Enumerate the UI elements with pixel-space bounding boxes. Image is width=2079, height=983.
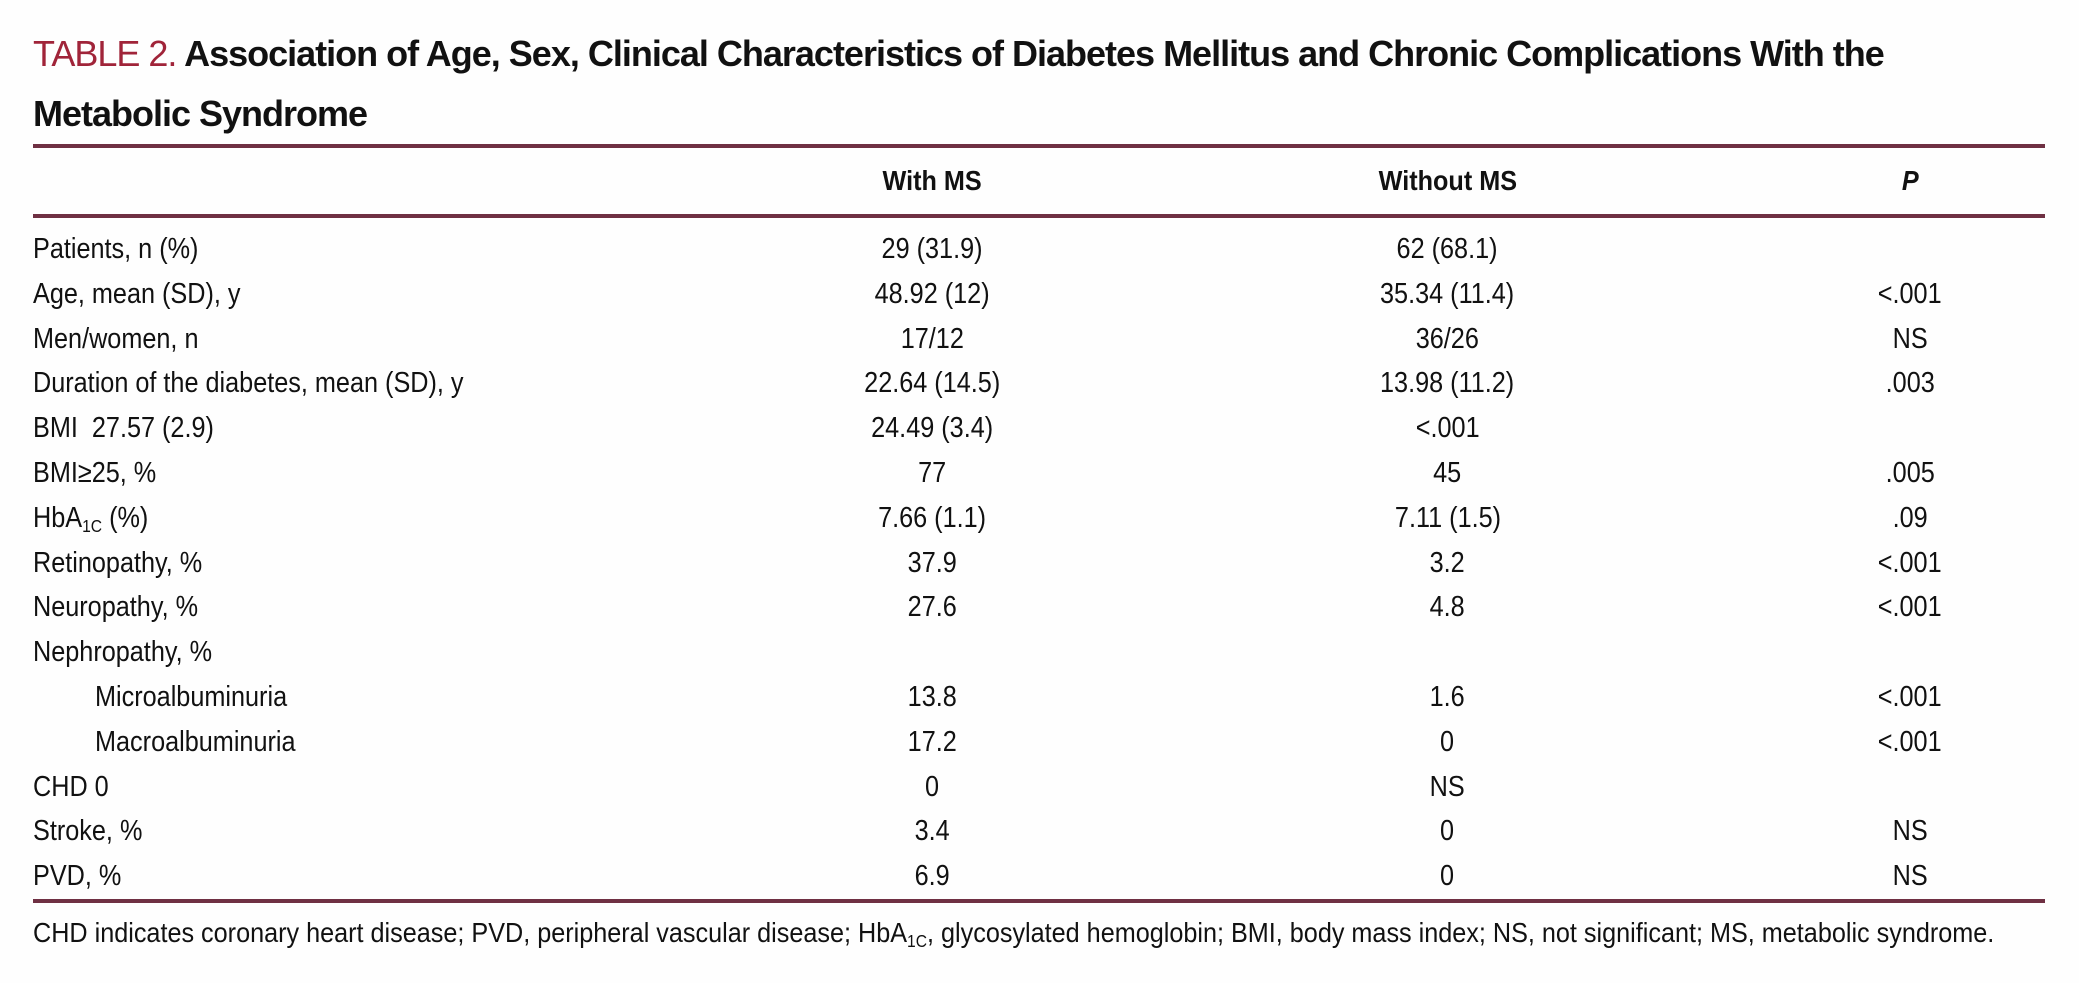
column-header-without-ms: Without MS <box>1378 165 1517 196</box>
with-ms-value: 22.64 (14.5) <box>864 367 1001 400</box>
row-label: Age, mean (SD), y <box>33 277 241 310</box>
p-value <box>1695 227 2045 272</box>
row-label: Neuropathy, % <box>33 591 199 624</box>
without-ms-value: 13.98 (11.2) <box>1380 367 1515 400</box>
p-value: .09 <box>1892 501 1928 534</box>
row-label: Macroalbuminuria <box>95 725 296 758</box>
without-ms-value: 4.8 <box>1429 591 1466 624</box>
p-value: NS <box>1892 860 1928 893</box>
with-ms-value: 48.92 (12) <box>874 277 991 310</box>
table-row: PVD, % 6.9 0 NS <box>33 854 2045 899</box>
row-label: HbA1C (%) <box>33 501 149 536</box>
footnote-text: CHD indicates coronary heart disease; PV… <box>33 916 1995 951</box>
table-row: Macroalbuminuria 17.2 0 <.001 <box>33 720 2045 765</box>
table-row: Neuropathy, % 27.6 4.8 <.001 <box>33 585 2045 630</box>
table-row: Age, mean (SD), y 48.92 (12) 35.34 (11.4… <box>33 272 2045 317</box>
with-ms-value: 37.9 <box>907 546 958 579</box>
table-body: Patients, n (%) 29 (31.9) 62 (68.1) Age,… <box>33 218 2045 899</box>
table-row: HbA1C (%) 7.66 (1.1) 7.11 (1.5) .09 <box>33 496 2045 541</box>
row-label: Patients, n (%) <box>33 233 199 265</box>
table-footnote: CHD indicates coronary heart disease; PV… <box>33 911 2045 951</box>
row-label: Duration of the diabetes, mean (SD), y <box>33 367 464 400</box>
row-label: CHD 0 <box>33 770 109 803</box>
table-row: Nephropathy, % <box>33 630 2045 675</box>
with-ms-value: 13.8 <box>907 680 958 713</box>
table-caption: TABLE 2. Association of Age, Sex, Clinic… <box>33 0 2045 144</box>
without-ms-value: 1.6 <box>1429 680 1466 713</box>
table-row: Microalbuminuria 13.8 1.6 <.001 <box>33 675 2045 720</box>
with-ms-value: 7.66 (1.1) <box>878 501 987 534</box>
top-rule <box>33 144 2045 148</box>
column-header-empty <box>33 148 665 214</box>
table-row: BMI 27.57 (2.9) 24.49 (3.4) <.001 <box>33 406 2045 451</box>
row-label: PVD, % <box>33 860 122 893</box>
row-label: Microalbuminuria <box>95 680 288 713</box>
row-label: Retinopathy, % <box>33 546 203 579</box>
with-ms-value: 27.6 <box>907 591 958 624</box>
without-ms-value <box>1200 630 1695 675</box>
with-ms-value: 77 <box>918 456 947 489</box>
table-header-row: With MS Without MS P <box>33 148 2045 214</box>
with-ms-value: 29 (31.9) <box>881 233 983 265</box>
without-ms-value: 3.2 <box>1429 546 1466 579</box>
p-value: NS <box>1892 322 1928 355</box>
column-header-p: P <box>1901 165 1919 196</box>
table-number-label: TABLE 2. <box>33 33 177 74</box>
p-value <box>1695 630 2045 675</box>
p-value: NS <box>1892 815 1928 848</box>
row-label: Stroke, % <box>33 815 143 848</box>
table-row: CHD 0 0 NS <box>33 765 2045 810</box>
table-row: Duration of the diabetes, mean (SD), y 2… <box>33 361 2045 406</box>
p-value <box>1695 765 2045 810</box>
table-row: BMI≥25, % 77 45 .005 <box>33 451 2045 496</box>
without-ms-value: 45 <box>1433 456 1462 489</box>
with-ms-value: 3.4 <box>914 815 951 848</box>
with-ms-value: 24.49 (3.4) <box>871 412 994 445</box>
table-row: Retinopathy, % 37.9 3.2 <.001 <box>33 541 2045 586</box>
column-header-with-ms: With MS <box>882 165 983 196</box>
with-ms-value: 17/12 <box>900 322 965 355</box>
p-value: .005 <box>1885 456 1935 489</box>
bottom-rule <box>33 898 2045 903</box>
p-value: <.001 <box>1878 277 1942 310</box>
p-value: <.001 <box>1878 725 1942 758</box>
without-ms-value: 36/26 <box>1415 322 1480 355</box>
with-ms-value: 17.2 <box>907 725 958 758</box>
row-label: BMI 27.57 (2.9) <box>33 412 214 445</box>
row-label: Men/women, n <box>33 322 199 355</box>
without-ms-value: NS <box>1429 770 1466 803</box>
table-row: Stroke, % 3.4 0 NS <box>33 809 2045 854</box>
table-row: Men/women, n 17/12 36/26 NS <box>33 317 2045 362</box>
without-ms-value: 0 <box>1440 860 1455 893</box>
row-label: BMI≥25, % <box>33 456 157 489</box>
without-ms-value: 7.11 (1.5) <box>1394 501 1501 534</box>
row-label: Nephropathy, % <box>33 636 213 669</box>
with-ms-value <box>665 630 1200 675</box>
p-value: <.001 <box>1878 546 1942 579</box>
p-value <box>1695 406 2045 451</box>
with-ms-value: 6.9 <box>914 860 951 893</box>
with-ms-value: 0 <box>925 770 940 803</box>
table-row: Patients, n (%) 29 (31.9) 62 (68.1) <box>33 227 2045 272</box>
without-ms-value: <.001 <box>1415 412 1480 445</box>
p-value: <.001 <box>1878 680 1942 713</box>
without-ms-value: 62 (68.1) <box>1396 233 1498 265</box>
without-ms-value: 0 <box>1440 725 1455 758</box>
without-ms-value: 0 <box>1440 815 1455 848</box>
p-value: .003 <box>1885 367 1935 400</box>
header-rule <box>33 214 2045 218</box>
without-ms-value: 35.34 (11.4) <box>1380 277 1515 310</box>
page-root: TABLE 2. Association of Age, Sex, Clinic… <box>33 0 2045 951</box>
p-value: <.001 <box>1878 591 1942 624</box>
table-title: Association of Age, Sex, Clinical Charac… <box>33 33 1885 134</box>
